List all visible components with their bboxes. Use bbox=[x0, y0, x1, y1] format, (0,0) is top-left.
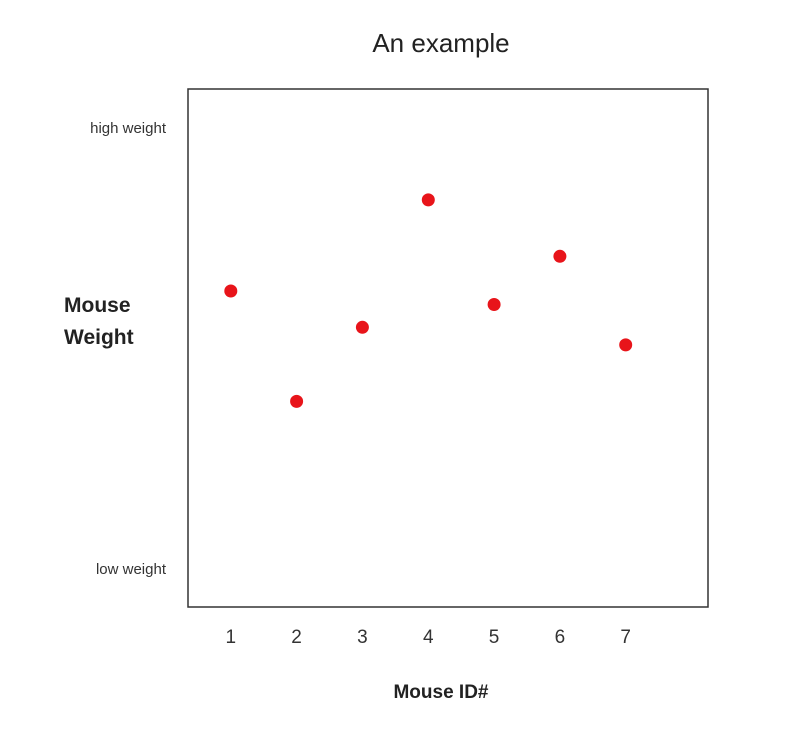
x-tick-label: 5 bbox=[489, 627, 500, 648]
data-point bbox=[224, 284, 238, 298]
data-point bbox=[553, 249, 567, 263]
data-point bbox=[421, 193, 435, 207]
data-point bbox=[487, 298, 501, 311]
data-points bbox=[224, 193, 633, 408]
data-point bbox=[290, 394, 304, 408]
x-tick-labels: 1 2 3 4 5 6 7 bbox=[226, 627, 631, 648]
y-bottom-label: low weight bbox=[96, 561, 167, 578]
data-point bbox=[355, 320, 369, 334]
x-tick-label: 2 bbox=[291, 627, 302, 648]
y-axis-label-line-2: Weight bbox=[64, 326, 134, 349]
chart-title: An example bbox=[372, 28, 509, 58]
x-axis-label: Mouse ID# bbox=[393, 682, 488, 703]
y-top-label: high weight bbox=[90, 120, 167, 137]
y-axis-label-line-1: Mouse bbox=[64, 294, 131, 317]
x-tick-label: 7 bbox=[620, 627, 631, 648]
x-tick-label: 4 bbox=[423, 627, 434, 648]
x-tick-label: 6 bbox=[555, 627, 566, 648]
data-point bbox=[619, 338, 633, 352]
x-tick-label: 3 bbox=[357, 627, 368, 648]
x-tick-label: 1 bbox=[226, 627, 237, 648]
